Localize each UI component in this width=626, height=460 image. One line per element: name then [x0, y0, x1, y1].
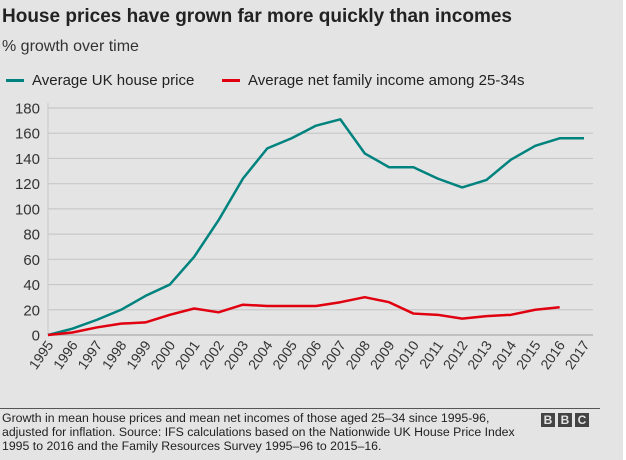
x-tick-label: 2009: [367, 337, 398, 372]
x-tick-label: 2017: [561, 337, 592, 372]
x-tick-label: 2002: [196, 337, 227, 372]
y-tick-label: 20: [23, 302, 40, 319]
series-house-price: [47, 118, 585, 337]
x-tick-label: 2011: [416, 337, 446, 371]
y-tick-label: 40: [23, 277, 40, 294]
x-tick-label: 2004: [245, 337, 276, 372]
y-tick-label: 180: [15, 101, 40, 118]
legend-item-income: Average net family income among 25-34s: [222, 72, 525, 89]
x-tick-label: 1995: [25, 337, 56, 372]
legend-swatch: [222, 79, 240, 82]
x-tick-label: 1998: [99, 337, 130, 372]
y-tick-label: 120: [15, 176, 40, 193]
y-tick-label: 160: [15, 126, 40, 143]
series-income: [47, 295, 560, 337]
x-tick-label: 1997: [74, 337, 105, 372]
x-tick-label: 2000: [147, 337, 178, 372]
x-tick-label: 1996: [50, 337, 81, 372]
line-chart: 0 20 40 60 80 100 120 140 160 180 1995199619971998…: [15, 101, 593, 372]
x-tick-label: 2005: [269, 337, 300, 372]
x-tick-label: 1999: [123, 337, 154, 372]
y-tick-label: 0: [32, 328, 40, 345]
x-tick-label: 2012: [440, 337, 471, 372]
x-tick-label: 2007: [318, 337, 349, 372]
legend-label: Average UK house price: [32, 72, 195, 89]
footer-divider: [0, 408, 600, 409]
x-tick-label: 2008: [342, 337, 373, 372]
legend-label: Average net family income among 25-34s: [248, 72, 525, 89]
x-tick-label: 2015: [513, 337, 544, 372]
series-line: [47, 118, 584, 337]
x-tick-label: 2016: [537, 337, 568, 372]
chart-subtitle: % growth over time: [2, 38, 139, 55]
source-note: Growth in mean house prices and mean net…: [2, 411, 515, 453]
y-tick-label: 100: [15, 201, 40, 218]
legend-swatch: [6, 79, 24, 82]
x-tick-label: 2003: [220, 337, 251, 372]
x-tick-label: 2006: [293, 337, 324, 372]
x-tick-label: 2010: [391, 337, 422, 372]
y-tick-label: 80: [23, 227, 40, 244]
x-tick-label: 2001: [172, 337, 203, 372]
x-tick-label: 2013: [464, 337, 495, 372]
x-tick-label: 2014: [488, 337, 519, 372]
chart-title: House prices have grown far more quickly…: [2, 6, 512, 27]
series-line: [47, 295, 560, 337]
y-tick-label: 60: [23, 252, 40, 269]
y-tick-label: 140: [15, 151, 40, 168]
legend-item-house-price: Average UK house price: [6, 72, 194, 89]
